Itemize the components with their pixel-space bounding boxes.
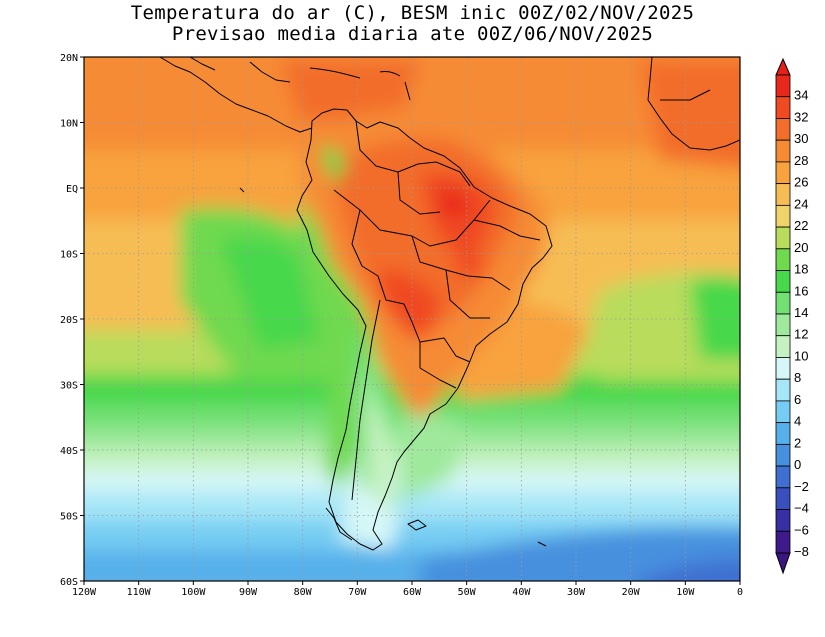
- colorbar-segment: [775, 487, 791, 510]
- colorbar-segment: [775, 74, 791, 98]
- lon-tick-label: 60W: [403, 587, 422, 598]
- colorbar-label: 22: [794, 218, 808, 233]
- colorbar-segment: [775, 118, 791, 141]
- colorbar-label: 26: [794, 175, 808, 190]
- colorbar-segment: [775, 443, 791, 467]
- colorbar-label: −8: [794, 544, 809, 559]
- colorbar-segment: [775, 291, 791, 315]
- colorbar-segment: [775, 378, 791, 402]
- colorbar-label: 24: [794, 196, 808, 211]
- colorbar-label: −2: [794, 479, 809, 494]
- lat-tick-label: 40S: [60, 446, 78, 457]
- map-subtitle: Previsao media diaria ate 00Z/06/NOV/202…: [171, 23, 654, 45]
- lat-tick-label: 60S: [60, 577, 78, 588]
- colorbar-segment: [775, 161, 791, 185]
- colorbar-segment: [775, 422, 791, 445]
- lat-tick-label: 30S: [60, 381, 78, 392]
- lat-tick-label: EQ: [66, 184, 78, 195]
- lon-tick-label: 90W: [239, 587, 258, 598]
- lat-tick-label: 10S: [60, 250, 78, 261]
- colorbar-segment: [775, 509, 791, 532]
- colorbar-segment: [775, 335, 791, 358]
- lon-tick-label: 30W: [567, 587, 586, 598]
- lon-tick-label: 100W: [181, 587, 206, 598]
- colorbar-segment: [775, 226, 791, 250]
- lon-tick-label: 110W: [127, 587, 152, 598]
- longitude-axis: 120W 110W 100W 90W 80W 70W 60W 50W 40W 30W 20W 10W 0: [72, 581, 743, 598]
- colorbar-under-arrow: [775, 552, 791, 575]
- lon-tick-label: 0: [737, 587, 743, 598]
- colorbar-segment: [775, 313, 791, 337]
- lat-tick-label: 20N: [60, 53, 78, 64]
- lon-tick-label: 80W: [294, 587, 313, 598]
- colorbar-label: 12: [794, 327, 808, 342]
- lat-tick-label: 10N: [60, 119, 78, 130]
- colorbar-label: 30: [794, 131, 808, 146]
- colorbar-label: 14: [794, 305, 808, 320]
- colorbar-label: 34: [794, 88, 808, 103]
- colorbar-label: 10: [794, 348, 808, 363]
- graticule: [84, 57, 740, 581]
- colorbar-label: 18: [794, 262, 808, 277]
- map-title: Temperatura do ar (C), BESM inic 00Z/02/…: [130, 2, 695, 24]
- colorbar-segment: [775, 357, 791, 380]
- colorbar-segment: [775, 183, 791, 206]
- lon-tick-label: 120W: [72, 587, 97, 598]
- colorbar-label: 0: [794, 457, 801, 472]
- colorbar-label: 8: [794, 370, 801, 385]
- colorbar-segment: [775, 530, 791, 554]
- lat-tick-label: 20S: [60, 315, 78, 326]
- temperature-field: [84, 57, 740, 581]
- lon-tick-label: 70W: [348, 587, 367, 598]
- lon-tick-label: 50W: [458, 587, 477, 598]
- colorbar-segment: [775, 204, 791, 228]
- colorbar-label: 20: [794, 240, 808, 255]
- lat-tick-label: 50S: [60, 512, 78, 523]
- colorbar-label: −4: [794, 501, 809, 516]
- colorbar-over-arrow: [775, 57, 791, 76]
- colorbar-segment: [775, 270, 791, 293]
- lon-tick-label: 20W: [622, 587, 641, 598]
- colorbar-label: 16: [794, 283, 808, 298]
- coastlines: [159, 57, 740, 551]
- colorbar-segment: [775, 139, 791, 163]
- colorbar-segment: [775, 465, 791, 489]
- colorbar-label: 28: [794, 153, 808, 168]
- colorbar-label: 4: [794, 414, 801, 429]
- colorbar-label: −6: [794, 522, 809, 537]
- latitude-axis: 20N 10N EQ 10S 20S 30S 40S 50S 60S: [60, 53, 84, 588]
- colorbar-segment: [775, 248, 791, 271]
- colorbar-segment: [775, 96, 791, 119]
- lon-tick-label: 10W: [676, 587, 695, 598]
- colorbar-label: 6: [794, 392, 801, 407]
- lon-tick-label: 40W: [512, 587, 531, 598]
- colorbar-label: 2: [794, 435, 801, 450]
- colorbar-label: 32: [794, 109, 808, 124]
- colorbar-segment: [775, 400, 791, 424]
